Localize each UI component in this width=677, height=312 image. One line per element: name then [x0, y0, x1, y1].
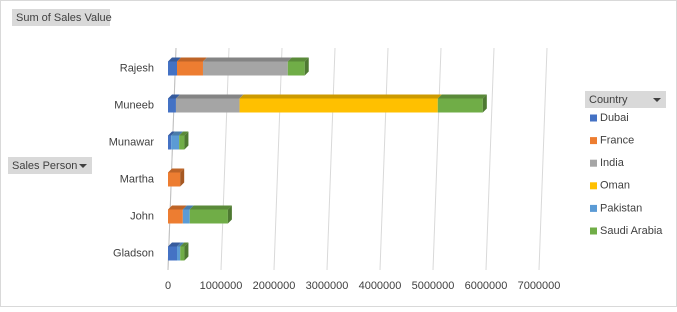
dropdown-arrow — [653, 98, 661, 102]
legend-swatch — [590, 204, 597, 212]
legend-field-button[interactable] — [585, 91, 666, 108]
bar-top — [179, 131, 189, 136]
legend-label: Oman — [600, 180, 630, 192]
bar-top — [171, 131, 184, 136]
bar — [168, 61, 178, 76]
bar-top — [437, 94, 487, 99]
legend-label: India — [600, 157, 625, 169]
bar — [168, 246, 178, 261]
x-tick-label: 1000000 — [200, 280, 243, 292]
value-field-button[interactable] — [12, 9, 110, 26]
grid-line — [220, 47, 230, 271]
y-tick-label: Muneeb — [114, 99, 154, 111]
legend-label: Saudi Arabia — [600, 225, 663, 237]
bar — [189, 209, 228, 224]
legend-label: Pakistan — [600, 202, 642, 214]
bar — [202, 61, 288, 76]
legend-swatch — [590, 182, 597, 190]
x-tick-label: 3000000 — [306, 280, 349, 292]
bar-side — [180, 168, 185, 187]
bar — [168, 98, 176, 113]
bar — [175, 98, 240, 113]
bar-top — [168, 168, 185, 173]
bar — [437, 98, 483, 113]
bar-top — [177, 242, 185, 247]
bar-side — [482, 94, 487, 113]
x-tick-label: 5000000 — [412, 280, 455, 292]
legend-title: Country — [589, 94, 628, 106]
bar-side — [184, 242, 189, 261]
y-tick-label: Martha — [120, 173, 155, 185]
y-tick-label: John — [130, 210, 154, 222]
dropdown-arrow — [79, 164, 87, 168]
chart-title: Sum of Sales Value — [16, 12, 112, 24]
legend-swatch — [590, 114, 597, 122]
bar-top — [168, 94, 180, 99]
x-tick-label: 7000000 — [518, 280, 561, 292]
bar-top — [239, 94, 442, 99]
bar — [171, 135, 180, 150]
bar — [180, 246, 185, 261]
bar — [287, 61, 305, 76]
x-tick-label: 0 — [165, 280, 171, 292]
floor-line — [167, 47, 177, 271]
x-tick-label: 6000000 — [465, 280, 508, 292]
bar — [239, 98, 438, 113]
category-field-button[interactable] — [8, 157, 92, 174]
y-tick-label: Rajesh — [120, 62, 154, 74]
bar-top — [177, 57, 207, 62]
grid-line — [538, 47, 548, 271]
bar — [179, 135, 185, 150]
y-tick-label: Munawar — [109, 136, 155, 148]
bar-side — [304, 57, 309, 76]
legend-swatch — [590, 159, 597, 167]
bar-top — [168, 242, 182, 247]
grid-line — [432, 47, 442, 271]
bar-top — [168, 131, 176, 136]
bar — [177, 61, 203, 76]
bar-top — [168, 57, 182, 62]
bar-side — [184, 131, 189, 150]
legend-swatch — [590, 137, 597, 145]
legend-label: France — [600, 135, 634, 147]
legend-swatch — [590, 227, 597, 235]
bar — [168, 135, 172, 150]
x-tick-label: 4000000 — [359, 280, 402, 292]
bar-top — [287, 57, 309, 62]
category-field-label: Sales Person — [12, 160, 77, 172]
bar-top — [189, 205, 232, 210]
bar — [177, 246, 181, 261]
grid-line — [485, 47, 495, 271]
bar-side — [227, 205, 232, 224]
bar — [182, 209, 190, 224]
y-tick-label: Gladson — [113, 247, 154, 259]
x-tick-label: 2000000 — [253, 280, 296, 292]
grid-line — [379, 47, 389, 271]
grid-line — [326, 47, 336, 271]
bar-top — [168, 205, 187, 210]
bar-top — [175, 94, 244, 99]
bar-top — [180, 242, 189, 247]
bar — [168, 209, 183, 224]
legend-label: Dubai — [600, 112, 629, 124]
bar-top — [182, 205, 194, 210]
grid-line — [273, 47, 283, 271]
bar-top — [202, 57, 292, 62]
bar — [168, 172, 181, 187]
